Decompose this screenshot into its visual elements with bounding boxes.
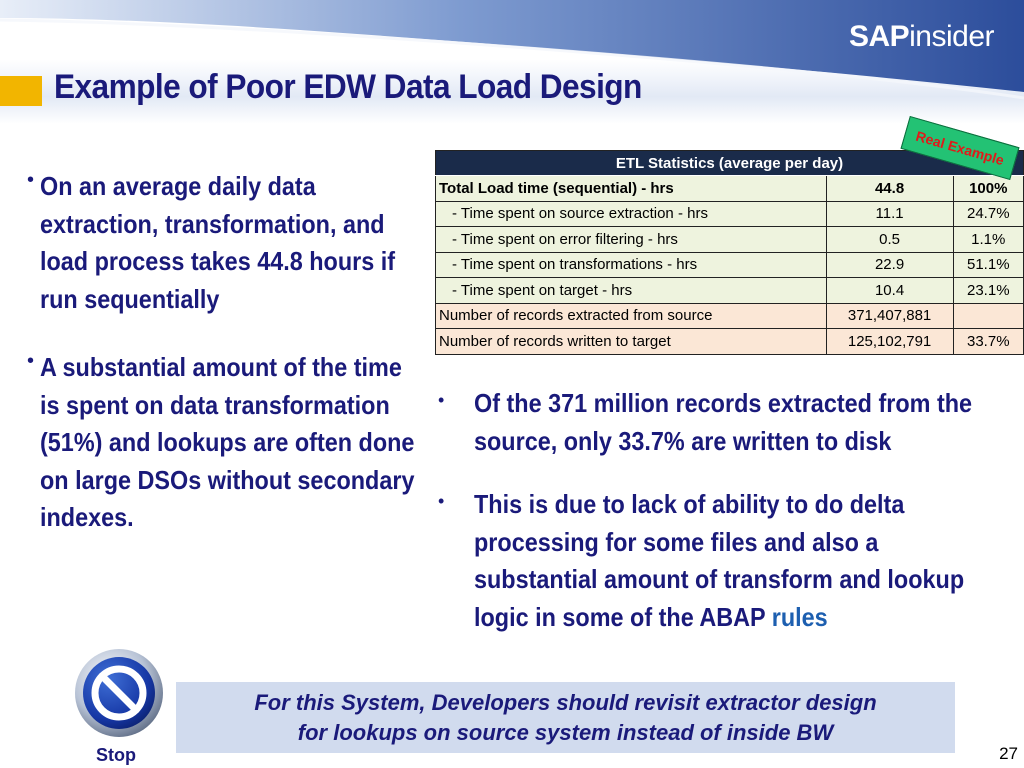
row-label: - Time spent on error filtering - hrs <box>435 226 827 253</box>
brand-rest: insider <box>909 20 994 53</box>
row-percent: 51.1% <box>952 251 1024 278</box>
callout-box: For this System, Developers should revis… <box>176 682 955 753</box>
right-bullet-item: • Of the 371 million records extracted f… <box>438 385 998 460</box>
stop-sign-icon <box>75 649 163 737</box>
stop-label: Stop <box>96 745 136 765</box>
row-percent: 24.7% <box>952 200 1024 227</box>
callout-line-1: For this System, Developers should revis… <box>254 689 877 715</box>
callout-line-2: for lookups on source system instead of … <box>297 719 834 745</box>
title-marker <box>0 76 42 106</box>
callout-text: For this System, Developers should revis… <box>254 688 876 748</box>
row-percent: 100% <box>952 175 1024 202</box>
table-row: - Time spent on error filtering - hrs 0.… <box>435 226 1024 253</box>
row-percent: 1.1% <box>952 226 1024 253</box>
row-value: 0.5 <box>825 226 954 253</box>
page-title: Example of Poor EDW Data Load Design <box>54 68 642 106</box>
right-bullet-item: • This is due to lack of ability to do d… <box>438 486 998 636</box>
row-value: 44.8 <box>825 175 954 202</box>
page-number: 27 <box>999 744 1018 763</box>
row-label: Total Load time (sequential) - hrs <box>435 175 827 202</box>
sapinsider-logo: SAPinsider <box>848 20 995 54</box>
right-bullet-body: This is due to lack of ability to do del… <box>474 489 965 632</box>
row-label: Number of records written to target <box>435 328 827 355</box>
left-bullet-item: • On an average daily data extraction, t… <box>24 168 424 318</box>
etl-statistics-table: ETL Statistics (average per day) Total L… <box>435 150 1024 355</box>
right-bullet-text: This is due to lack of ability to do del… <box>474 486 996 636</box>
row-label: - Time spent on target - hrs <box>435 277 827 304</box>
brand-bold: SAP <box>848 20 910 53</box>
row-percent: 23.1% <box>952 277 1024 304</box>
row-value: 371,407,881 <box>825 302 954 329</box>
row-value: 22.9 <box>825 251 954 278</box>
table-row: Number of records extracted from source … <box>435 302 1024 329</box>
left-bullet-item: • A substantial amount of the time is sp… <box>24 349 424 537</box>
row-percent <box>952 302 1024 329</box>
bullet-dot-icon: • <box>438 390 445 410</box>
bullet-dot-icon: • <box>438 491 445 511</box>
row-value: 11.1 <box>825 200 954 227</box>
table-row: - Time spent on transformations - hrs 22… <box>435 251 1024 278</box>
row-value: 10.4 <box>825 277 954 304</box>
row-label: - Time spent on transformations - hrs <box>435 251 827 278</box>
row-label: Number of records extracted from source <box>435 302 827 329</box>
bullet-dot-icon: • <box>27 169 35 191</box>
table-row: - Time spent on target - hrs 10.4 23.1% <box>435 277 1024 304</box>
row-label: - Time spent on source extraction - hrs <box>435 200 827 227</box>
left-bullet-text: A substantial amount of the time is spen… <box>40 352 415 532</box>
table-row: Number of records written to target 125,… <box>435 328 1024 355</box>
row-value: 125,102,791 <box>825 328 954 355</box>
left-bullet-text: On an average daily data extraction, tra… <box>40 171 396 314</box>
right-bullet-text: Of the 371 million records extracted fro… <box>474 385 996 460</box>
table-row: - Time spent on source extraction - hrs … <box>435 200 1024 227</box>
bullet-dot-icon: • <box>27 350 35 372</box>
header-swoosh <box>0 0 1024 100</box>
right-bullet-list: • Of the 371 million records extracted f… <box>438 385 998 662</box>
table-row: Total Load time (sequential) - hrs 44.8 … <box>435 175 1024 202</box>
right-bullet-body: Of the 371 million records extracted fro… <box>474 388 973 456</box>
right-bullet-tail: rules <box>771 601 828 632</box>
left-bullet-list: • On an average daily data extraction, t… <box>24 168 424 568</box>
row-percent: 33.7% <box>952 328 1024 355</box>
